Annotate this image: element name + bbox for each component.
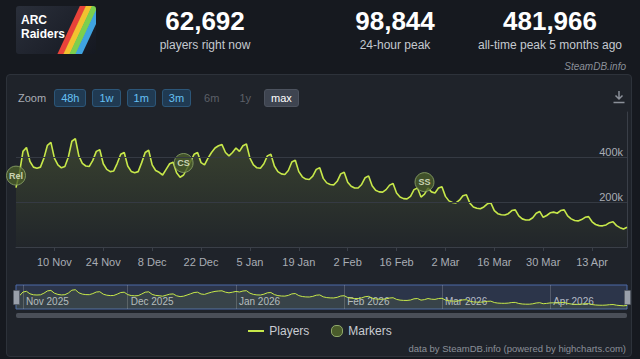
html-text:6m: 6m (204, 92, 220, 104)
html-text:Markers: Markers (348, 324, 392, 338)
html-text:data by SteamDB.info (powered: data by SteamDB.info (powered by highcha… (408, 343, 626, 354)
html-text:481,966: 481,966 (503, 6, 597, 36)
svg-text:19 Jan: 19 Jan (282, 256, 315, 268)
html-text:SteamDB.info: SteamDB.info (564, 61, 626, 72)
html-text:48h: 48h (61, 92, 80, 104)
svg-text:CS: CS (177, 158, 190, 168)
svg-text:SS: SS (418, 177, 430, 187)
html-text:Zoom: Zoom (18, 92, 47, 104)
svg-text:2 Mar: 2 Mar (431, 256, 459, 268)
svg-text:24 Nov: 24 Nov (86, 256, 121, 268)
svg-text:400k: 400k (599, 146, 623, 158)
svg-text:30 Mar: 30 Mar (526, 256, 561, 268)
html-text:1y: 1y (239, 92, 251, 104)
svg-text:Apr 2026: Apr 2026 (553, 295, 594, 307)
html-text:62,692: 62,692 (165, 6, 245, 36)
html-text:max: max (271, 92, 292, 104)
svg-text:16 Mar: 16 Mar (477, 256, 512, 268)
svg-text:5 Jan: 5 Jan (236, 256, 263, 268)
svg-text:13 Apr: 13 Apr (576, 256, 608, 268)
html-text:ARC Raiders: ARC Raiders (21, 13, 65, 41)
html-text:1w: 1w (99, 92, 114, 104)
html-text:players right now: players right now (159, 38, 251, 52)
svg-text:2 Feb: 2 Feb (334, 256, 362, 268)
svg-text:10 Nov: 10 Nov (37, 256, 72, 268)
html-text:24-hour peak: 24-hour peak (359, 38, 431, 52)
svg-text:16 Feb: 16 Feb (379, 256, 413, 268)
svg-text:200k: 200k (599, 191, 623, 203)
html-text:3m: 3m (168, 92, 185, 104)
html-text:Players: Players (269, 324, 310, 338)
svg-text:22 Dec: 22 Dec (184, 256, 219, 268)
html-text:all-time peak 5 months ago: all-time peak 5 months ago (478, 38, 622, 52)
html-text:98,844: 98,844 (355, 6, 435, 36)
html-text:1m: 1m (133, 92, 149, 104)
svg-text:Rel: Rel (9, 171, 23, 181)
svg-text:8 Dec: 8 Dec (138, 256, 167, 268)
